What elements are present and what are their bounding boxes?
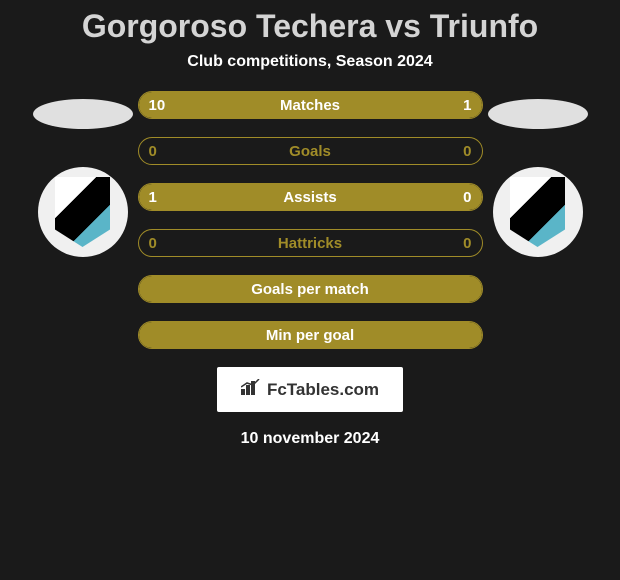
bar-value-right: 0: [463, 143, 471, 160]
bar-value-left: 0: [149, 235, 157, 252]
comparison-area: 101Matches00Goals10Assists00HattricksGoa…: [0, 91, 620, 349]
footer-date: 10 november 2024: [241, 430, 380, 448]
bar-label: Goals per match: [251, 281, 369, 298]
stat-bar-row: Goals per match: [138, 275, 483, 303]
bar-label: Min per goal: [266, 327, 354, 344]
bar-fill-right: [420, 92, 482, 118]
cerro-badge-icon: [510, 177, 565, 247]
bar-value-left: 10: [149, 97, 166, 114]
attribution-text: FcTables.com: [267, 380, 379, 400]
stat-bar-row: Min per goal: [138, 321, 483, 349]
bar-label: Matches: [280, 97, 340, 114]
bar-label: Goals: [289, 143, 331, 160]
main-container: Gorgoroso Techera vs Triunfo Club compet…: [0, 0, 620, 456]
stats-bars: 101Matches00Goals10Assists00HattricksGoa…: [138, 91, 483, 349]
left-player-section: [28, 91, 138, 257]
bar-label: Assists: [283, 189, 336, 206]
stat-bar-row: 1 0 Assists: [138, 183, 483, 211]
attribution-box: FcTables.com: [217, 367, 403, 412]
bar-value-right: 0: [463, 189, 471, 206]
left-player-placeholder: [33, 99, 133, 129]
page-subtitle: Club competitions, Season 2024: [187, 53, 432, 71]
bar-value-right: 0: [463, 235, 471, 252]
stat-bar-row: 0 0 Hattricks: [138, 229, 483, 257]
bar-value-left: 1: [149, 189, 157, 206]
page-title: Gorgoroso Techera vs Triunfo: [82, 8, 538, 45]
stat-bar-row: 0 0 Goals: [138, 137, 483, 165]
right-club-badge: [493, 167, 583, 257]
right-player-section: [483, 91, 593, 257]
bar-value-left: 0: [149, 143, 157, 160]
left-club-badge: [38, 167, 128, 257]
bar-label: Hattricks: [278, 235, 342, 252]
right-player-placeholder: [488, 99, 588, 129]
cerro-badge-icon: [55, 177, 110, 247]
stat-bar-row: 10 1 Matches: [138, 91, 483, 119]
bar-value-right: 1: [463, 97, 471, 114]
chart-icon: [241, 379, 261, 400]
